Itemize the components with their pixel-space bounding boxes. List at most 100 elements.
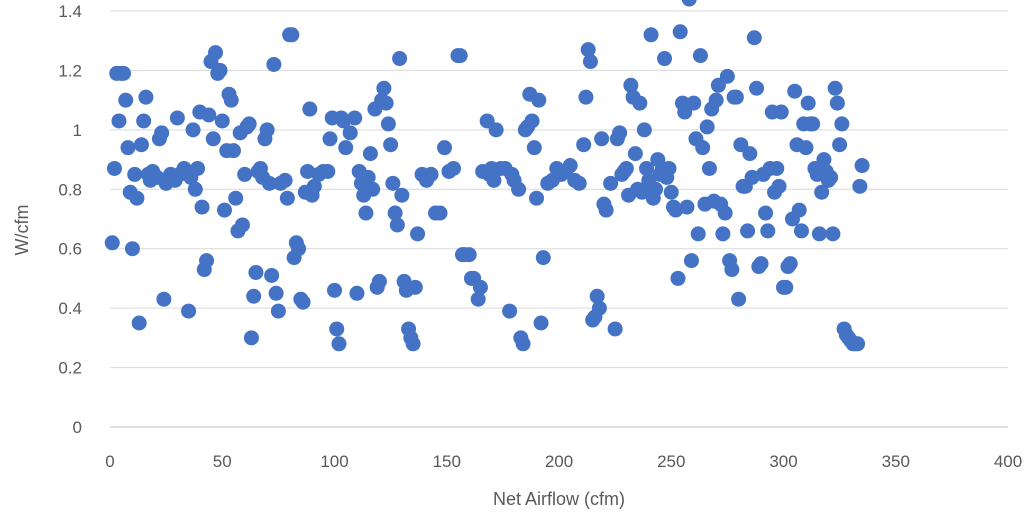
- y-tick-label: 1.4: [58, 2, 82, 21]
- data-point: [470, 291, 486, 307]
- data-point: [268, 285, 284, 301]
- data-point: [234, 217, 250, 233]
- data-point: [472, 279, 488, 295]
- data-point: [335, 113, 351, 129]
- x-tick-label: 350: [882, 452, 910, 471]
- data-point: [378, 95, 394, 111]
- data-point: [277, 172, 293, 188]
- data-point: [562, 158, 578, 174]
- data-point: [731, 291, 747, 307]
- data-point: [106, 160, 122, 176]
- data-point: [854, 158, 870, 174]
- data-point: [131, 315, 147, 331]
- data-point: [578, 89, 594, 105]
- data-point: [816, 152, 832, 168]
- data-point: [452, 48, 468, 64]
- data-point: [118, 92, 134, 108]
- y-tick-label: 0.6: [58, 240, 82, 259]
- y-axis-ticks: 0 0.2 0.4 0.6 0.8 1 1.2 1.4: [58, 2, 82, 437]
- data-point: [805, 116, 821, 132]
- data-point: [832, 137, 848, 153]
- data-point: [502, 303, 518, 319]
- data-point: [360, 169, 376, 185]
- data-point: [445, 160, 461, 176]
- data-point: [284, 27, 300, 43]
- data-point: [749, 80, 765, 96]
- data-point: [347, 110, 363, 126]
- data-point: [663, 184, 679, 200]
- data-point: [486, 172, 502, 188]
- data-point: [594, 131, 610, 147]
- data-point: [639, 160, 655, 176]
- data-point: [133, 137, 149, 153]
- data-point: [248, 264, 264, 280]
- data-point: [531, 92, 547, 108]
- data-point: [136, 113, 152, 129]
- data-point: [387, 205, 403, 221]
- data-point: [223, 92, 239, 108]
- data-point: [216, 202, 232, 218]
- y-axis-title: W/cfm: [12, 205, 32, 256]
- data-point: [365, 181, 381, 197]
- data-point: [371, 273, 387, 289]
- data-point: [270, 303, 286, 319]
- data-point: [320, 163, 336, 179]
- data-point: [701, 160, 717, 176]
- data-point: [129, 190, 145, 206]
- data-point: [535, 250, 551, 266]
- data-point: [383, 137, 399, 153]
- data-point: [668, 202, 684, 218]
- data-point: [124, 241, 140, 257]
- y-tick-label: 0.4: [58, 299, 82, 318]
- data-point: [636, 122, 652, 138]
- data-point: [194, 199, 210, 215]
- data-points: [104, 0, 870, 352]
- data-point: [526, 140, 542, 156]
- data-point: [432, 205, 448, 221]
- data-point: [672, 24, 688, 40]
- data-point: [529, 190, 545, 206]
- data-point: [827, 80, 843, 96]
- data-point: [338, 140, 354, 156]
- data-point: [169, 110, 185, 126]
- data-point: [612, 125, 628, 141]
- data-point: [627, 146, 643, 162]
- data-point: [793, 223, 809, 239]
- data-point: [648, 181, 664, 197]
- data-point: [782, 256, 798, 272]
- data-point: [291, 241, 307, 257]
- x-tick-label: 250: [657, 452, 685, 471]
- data-point: [603, 175, 619, 191]
- data-point: [670, 270, 686, 286]
- data-point: [266, 56, 282, 72]
- data-point: [787, 83, 803, 99]
- data-point: [237, 166, 253, 182]
- data-point: [389, 217, 405, 233]
- data-point: [190, 160, 206, 176]
- data-point: [376, 80, 392, 96]
- data-point: [850, 336, 866, 352]
- data-point: [437, 140, 453, 156]
- data-point: [692, 48, 708, 64]
- y-tick-label: 0: [73, 418, 82, 437]
- data-point: [852, 178, 868, 194]
- data-point: [760, 223, 776, 239]
- data-point: [156, 291, 172, 307]
- data-point: [753, 256, 769, 272]
- data-point: [829, 95, 845, 111]
- x-axis-title: Net Airflow (cfm): [493, 489, 625, 509]
- data-point: [607, 321, 623, 337]
- data-point: [185, 122, 201, 138]
- data-point: [127, 166, 143, 182]
- data-point: [300, 163, 316, 179]
- data-point: [225, 143, 241, 159]
- data-point: [591, 300, 607, 316]
- data-point: [717, 205, 733, 221]
- data-point: [699, 119, 715, 135]
- data-point: [461, 247, 477, 263]
- data-point: [358, 205, 374, 221]
- data-point: [800, 95, 816, 111]
- data-point: [744, 169, 760, 185]
